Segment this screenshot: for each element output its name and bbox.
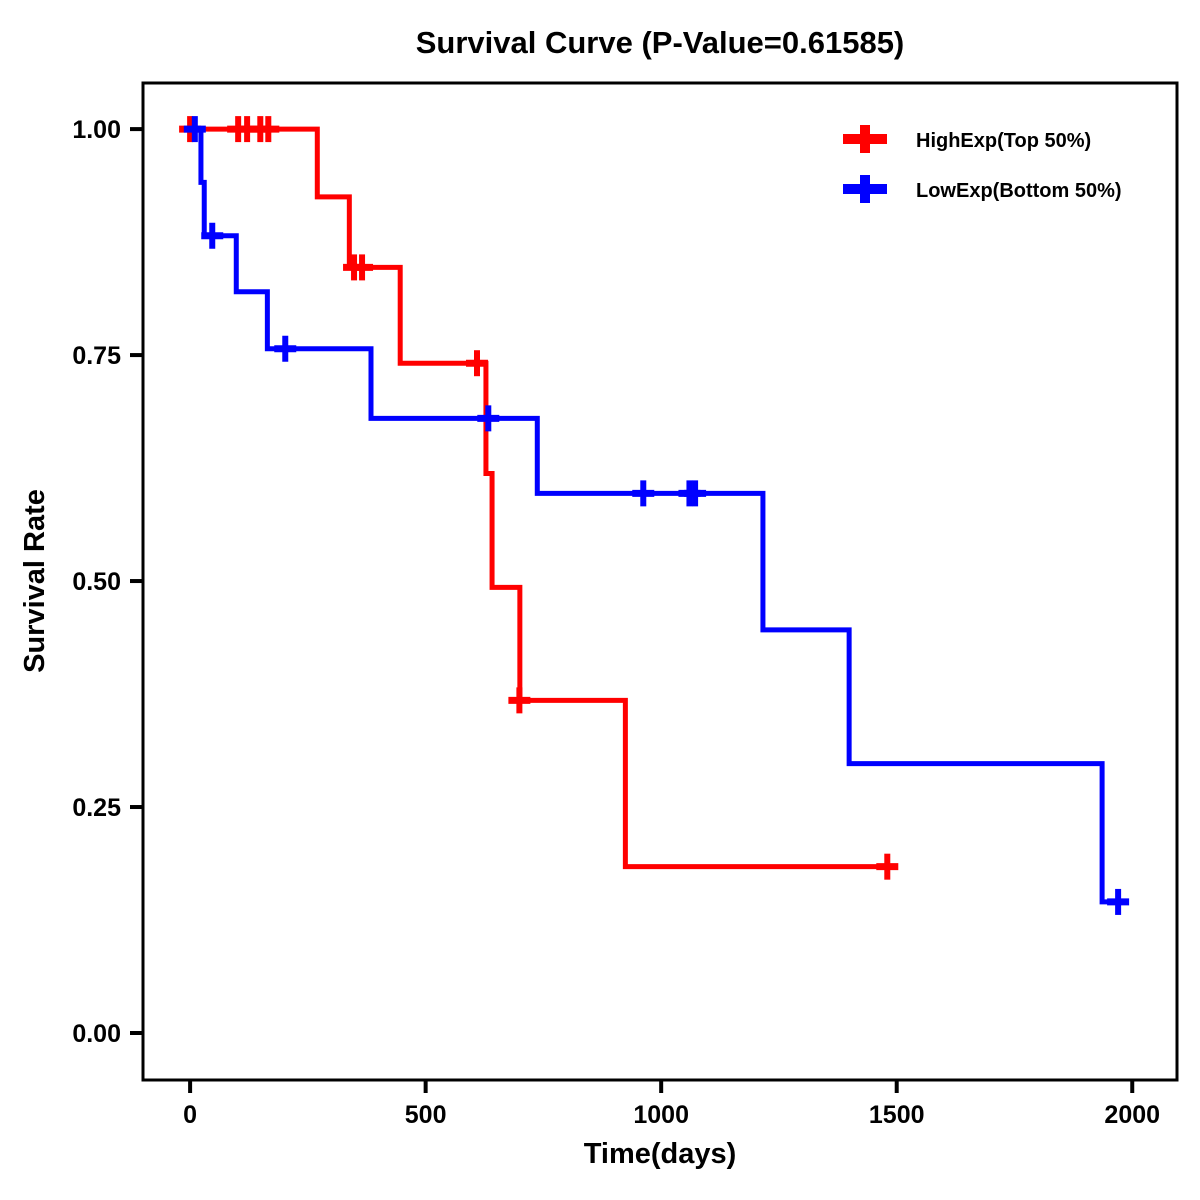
survival-curve-highexp-top-50 [190, 126, 891, 870]
survival-curves [179, 116, 1130, 915]
censor-mark-lowexp-bottom-50 [477, 405, 500, 432]
legend-label: HighExp(Top 50%) [916, 130, 1091, 152]
censor-mark-highexp-top-50 [351, 254, 374, 281]
x-tick-label: 2000 [1104, 1101, 1160, 1129]
survival-curve-lowexp-bottom-50 [190, 126, 1126, 905]
censor-mark-highexp-top-50 [876, 853, 899, 880]
censor-mark-lowexp-bottom-50 [632, 480, 655, 507]
censor-mark-highexp-top-50 [257, 116, 280, 143]
censor-mark-lowexp-bottom-50 [183, 116, 206, 143]
y-tick-label: 0.25 [72, 794, 121, 822]
x-axis-label: Time(days) [584, 1138, 737, 1170]
axis-ticks: 0 500 1000 1500 2000 0.00 0.25 0.50 0.75 1.00 [72, 116, 1160, 1129]
censor-mark-lowexp-bottom-50 [274, 335, 297, 362]
chart-title: Survival Curve (P-Value=0.61585) [416, 25, 905, 60]
y-axis-label: Survival Rate [19, 489, 51, 673]
legend-label: LowExp(Bottom 50%) [916, 180, 1122, 202]
y-tick-label: 1.00 [72, 116, 121, 144]
legend-plus-icon [843, 125, 887, 153]
censor-mark-lowexp-bottom-50 [201, 222, 224, 249]
censor-mark-lowexp-bottom-50 [1107, 888, 1130, 915]
y-tick-label: 0.50 [72, 568, 121, 596]
legend-item-lowexp-bottom-50: LowExp(Bottom 50%) [843, 175, 1122, 203]
x-tick-label: 500 [405, 1101, 447, 1129]
x-tick-label: 0 [183, 1101, 197, 1129]
legend-plus-icon [843, 175, 887, 203]
censor-mark-lowexp-bottom-50 [684, 480, 707, 507]
censor-mark-highexp-top-50 [508, 687, 531, 714]
legend-item-highexp-top-50: HighExp(Top 50%) [843, 125, 1091, 153]
y-tick-label: 0.00 [72, 1020, 121, 1048]
y-tick-label: 0.75 [72, 342, 121, 370]
plot-panel-border [141, 81, 1179, 1082]
x-tick-label: 1000 [633, 1101, 689, 1129]
censor-mark-highexp-top-50 [465, 350, 488, 377]
legend: HighExp(Top 50%) LowExp(Bottom 50%) [843, 125, 1122, 203]
x-tick-label: 1500 [869, 1101, 925, 1129]
